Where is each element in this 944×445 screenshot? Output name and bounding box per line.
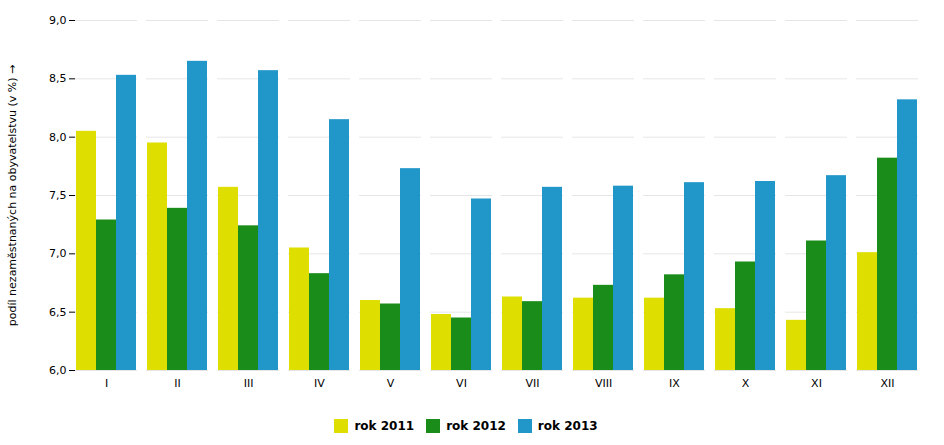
- svg-text:6,0: 6,0: [49, 364, 67, 377]
- html-text:rok 2013: rok 2013: [537, 418, 598, 433]
- html-text:rok 2012: rok 2012: [446, 418, 506, 433]
- svg-text:II: II: [174, 377, 181, 390]
- svg-text:I: I: [105, 377, 108, 390]
- svg-text:6,5: 6,5: [49, 306, 67, 319]
- svg-text:VIII: VIII: [595, 377, 612, 390]
- svg-text:V: V: [387, 377, 395, 390]
- svg-text:podíl nezaměstnaných na obyvat: podíl nezaměstnaných na obyvatelstvu (v …: [6, 65, 19, 326]
- svg-text:IV: IV: [314, 377, 325, 390]
- svg-text:XII: XII: [880, 377, 894, 390]
- svg-text:8,0: 8,0: [49, 131, 67, 144]
- html-text:rok 2011: rok 2011: [354, 418, 415, 433]
- svg-text:X: X: [742, 377, 750, 390]
- svg-text:III: III: [244, 377, 254, 390]
- svg-text:VII: VII: [525, 377, 539, 390]
- svg-text:IX: IX: [669, 377, 680, 390]
- svg-text:8,5: 8,5: [49, 72, 67, 85]
- svg-text:VI: VI: [456, 377, 467, 390]
- svg-text:7,0: 7,0: [49, 247, 67, 260]
- svg-text:XI: XI: [811, 377, 822, 390]
- svg-text:7,5: 7,5: [49, 189, 67, 202]
- svg-text:9,0: 9,0: [49, 14, 67, 27]
